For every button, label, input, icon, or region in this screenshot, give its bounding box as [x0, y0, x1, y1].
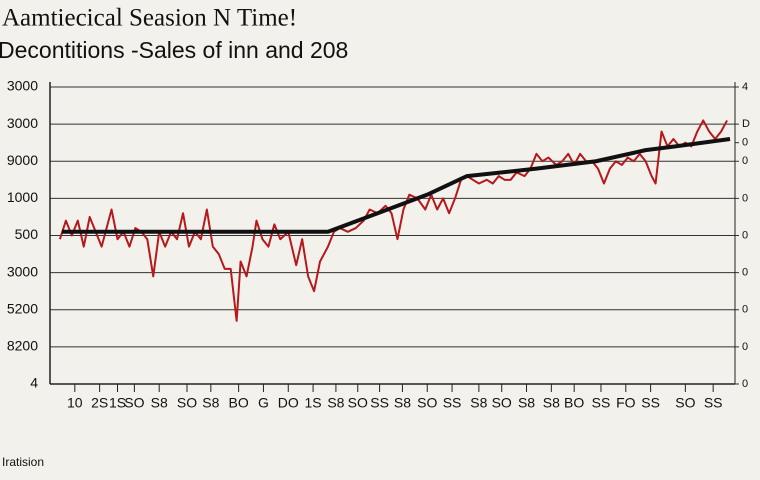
x-tick-label: S8 [327, 395, 344, 411]
x-tick-label: BO [564, 395, 584, 411]
x-tick-label: S8 [202, 395, 219, 411]
y2-tick-label: 0 [742, 341, 748, 353]
y2-tick-label: 0 [742, 229, 748, 241]
y2-tick-label: 4 [742, 81, 748, 93]
x-tick-label: 1S [109, 395, 126, 411]
series-line [58, 119, 728, 322]
y-tick-label: 3000 [7, 115, 38, 131]
x-tick-label: SS [592, 395, 611, 411]
x-tick-label: SO [675, 395, 695, 411]
x-tick-label: S8 [470, 395, 487, 411]
x-tick-label: SS [641, 395, 660, 411]
x-tick-label: 1S [305, 395, 322, 411]
y-tick-label: 1000 [7, 189, 38, 205]
x-tick-label: SO [177, 395, 197, 411]
y2-tick-label: D [742, 118, 750, 130]
y-tick-label: 9000 [7, 152, 38, 168]
x-tick-label: SO [417, 395, 437, 411]
x-tick-label: G [258, 395, 269, 411]
x-tick-label: SO [124, 395, 144, 411]
chart-title: Aamtiecical Seasion N Time! [2, 5, 297, 32]
y2-tick-label: 0 [742, 304, 748, 316]
x-tick-label: SS [370, 395, 389, 411]
x-tick-label: DO [278, 395, 299, 411]
y2-tick-label: 0 [742, 378, 748, 390]
y-tick-label: 500 [15, 226, 39, 242]
x-tick-label: S8 [151, 395, 168, 411]
x-tick-label: SS [704, 395, 723, 411]
series-line [61, 136, 731, 234]
x-tick-label: SS [443, 395, 462, 411]
y2-tick-label: 0 [742, 192, 748, 204]
y2-tick-label: 0 [742, 137, 748, 149]
x-axis-label: Iratision [2, 455, 44, 469]
x-tick-label: S8 [394, 395, 411, 411]
chart-subtitle: Decontitions -Sales of inn and 208 [0, 37, 348, 63]
x-tick-label: SO [348, 395, 368, 411]
y-tick-label: 8200 [7, 338, 38, 354]
x-tick-label: BO [229, 395, 249, 411]
x-tick-label: 2S [91, 395, 108, 411]
x-tick-label: S8 [518, 395, 535, 411]
x-tick-label: SO [492, 395, 512, 411]
x-tick-label: S8 [543, 395, 560, 411]
y-tick-label: 5200 [7, 300, 38, 316]
y2-tick-label: 0 [742, 267, 748, 279]
y2-tick-label: 0 [742, 155, 748, 167]
x-tick-label: FO [616, 395, 636, 411]
y-tick-label: 3000 [7, 78, 38, 94]
x-tick-label: 10 [67, 395, 83, 411]
y-tick-label: 4 [30, 375, 38, 391]
y-tick-label: 3000 [7, 263, 38, 279]
